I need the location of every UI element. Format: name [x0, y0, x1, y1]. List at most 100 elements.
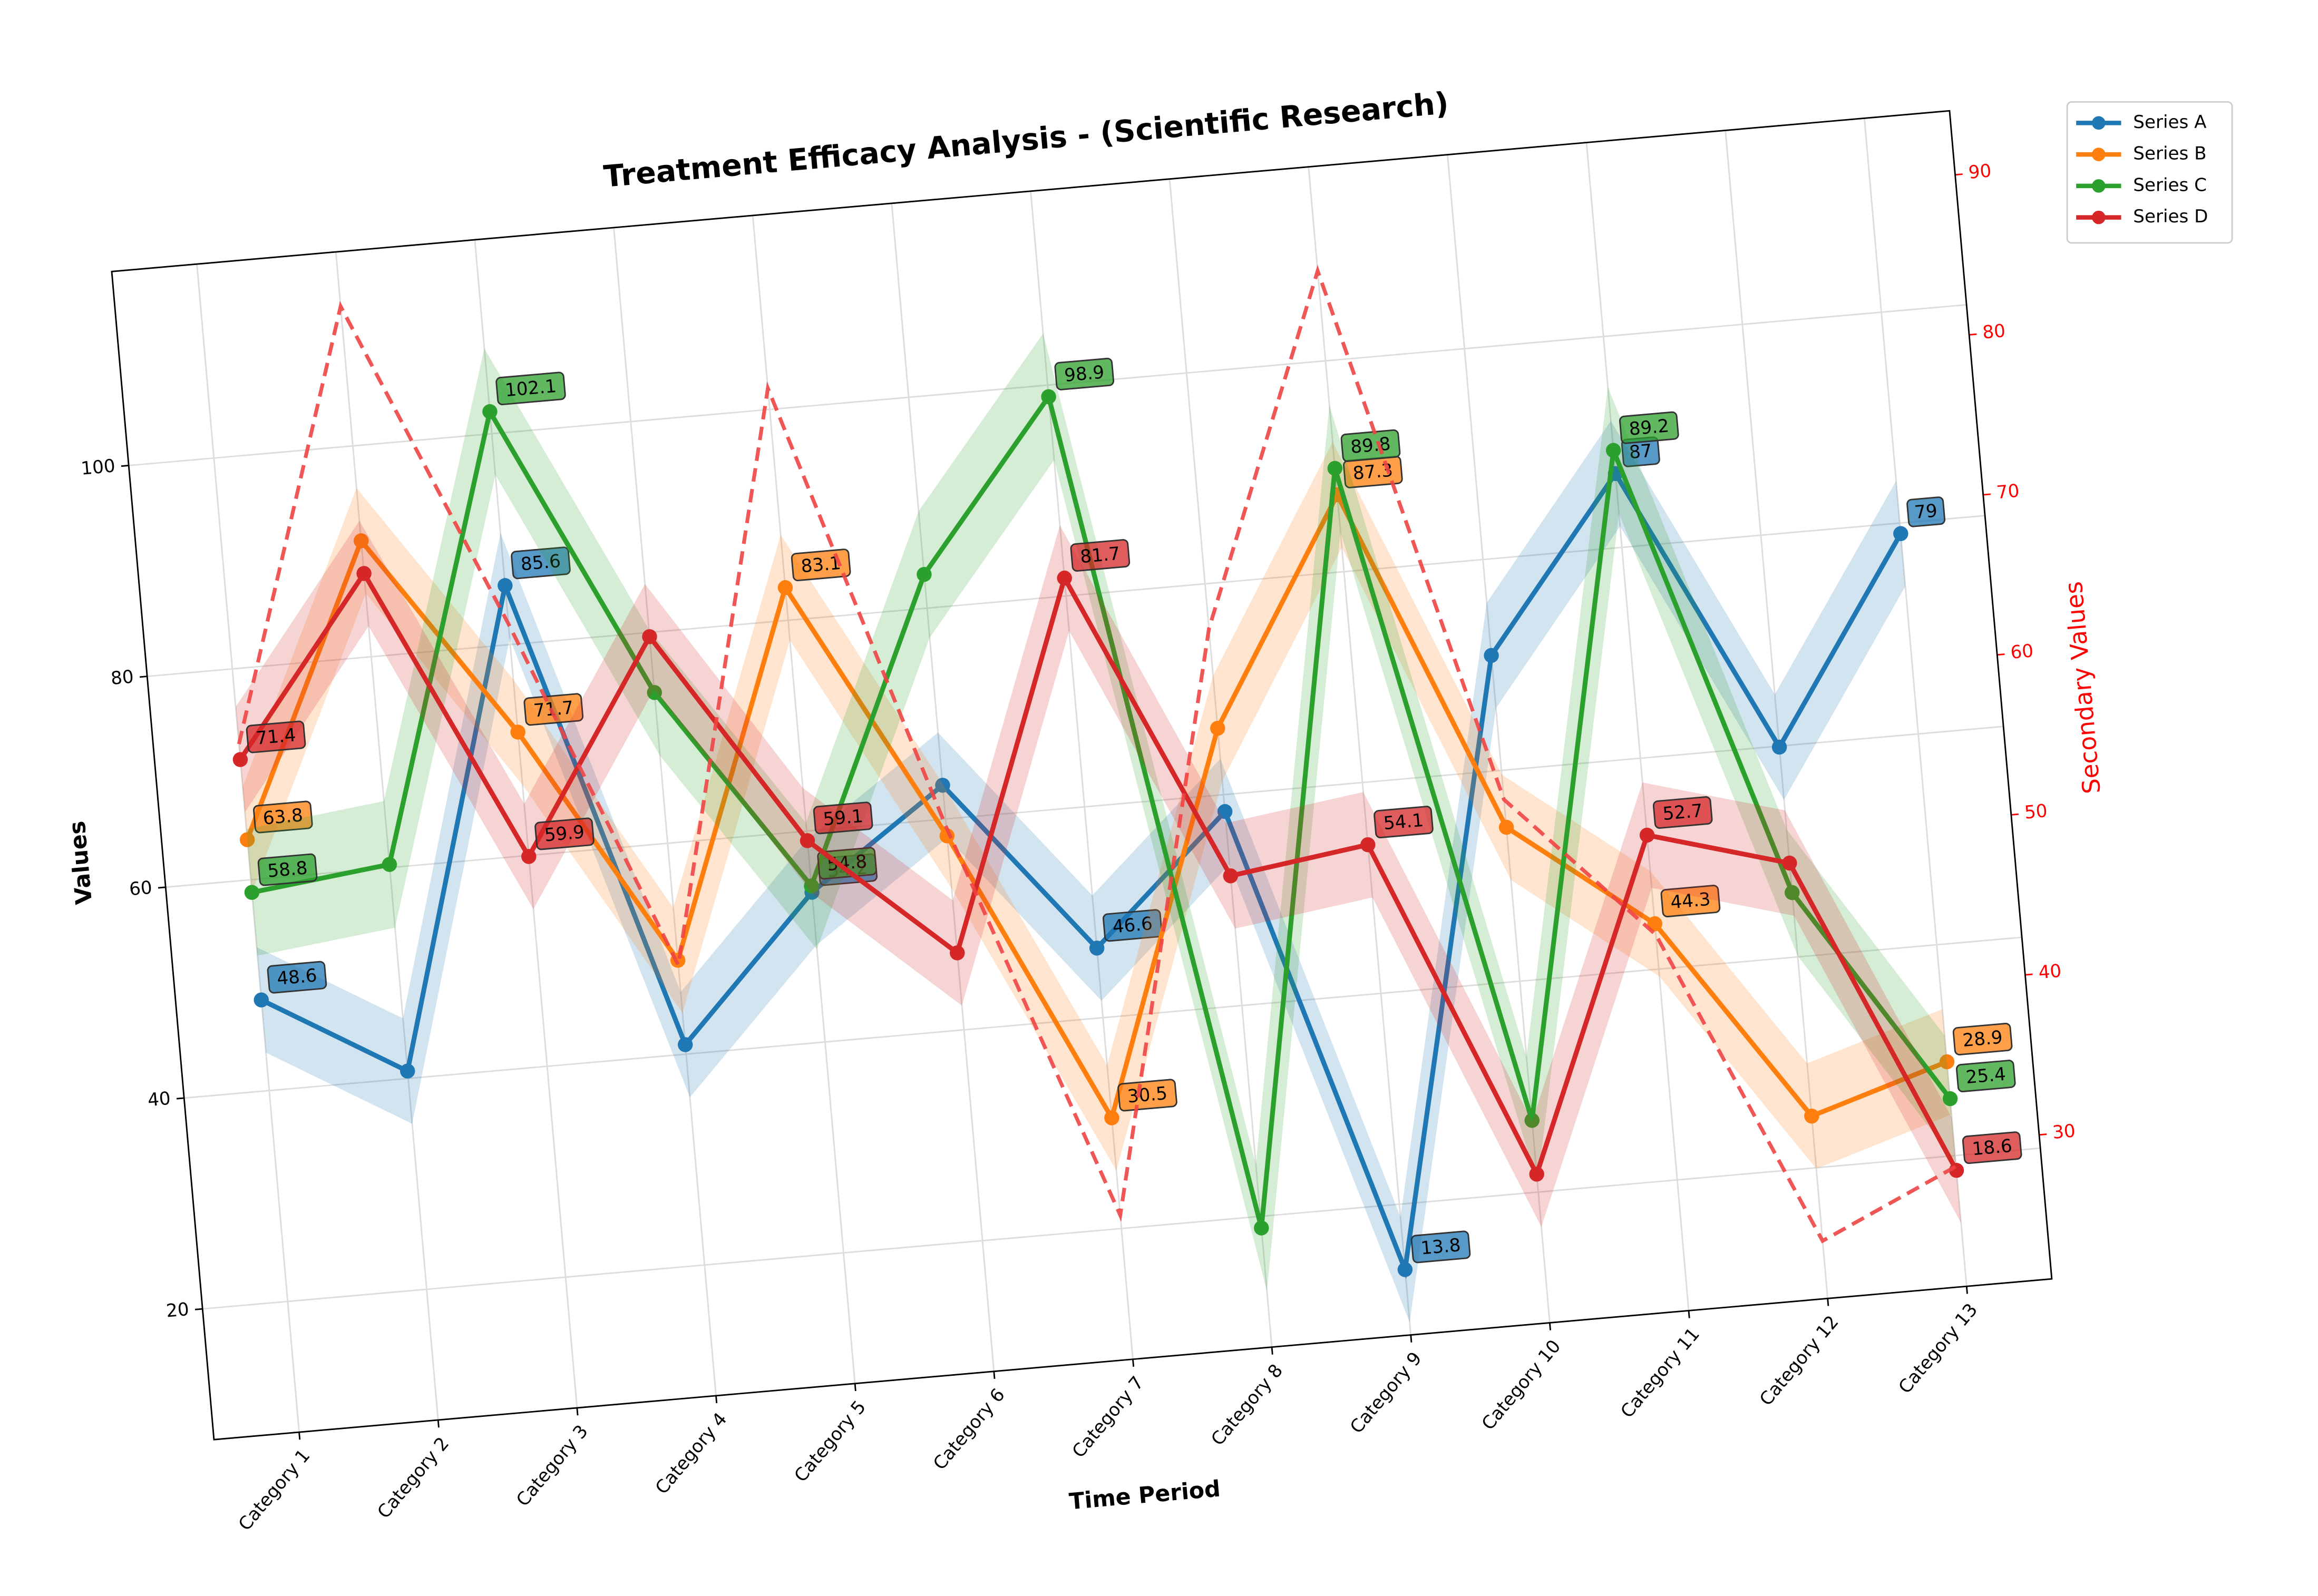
value-label-box: [267, 961, 327, 994]
value-label: 54.1: [1382, 810, 1424, 834]
marker: [950, 945, 965, 961]
value-label-box: [1070, 539, 1131, 572]
marker: [1785, 885, 1800, 900]
value-label-box: [1117, 1079, 1177, 1112]
value-label-box: [813, 801, 873, 835]
x-tick-label: Category 8: [1207, 1360, 1287, 1450]
marker: [498, 578, 513, 593]
error-band: [236, 521, 1961, 1227]
x-tick: [993, 1371, 996, 1379]
marker: [1327, 461, 1343, 476]
legend-marker: [2092, 179, 2106, 193]
value-label-box: [1340, 429, 1401, 462]
value-label-box: [257, 853, 318, 886]
marker: [232, 752, 248, 767]
marker: [254, 992, 269, 1007]
marker: [353, 533, 369, 549]
legend: Series A Series B Series C Series D: [2066, 101, 2233, 244]
value-label-box: [817, 847, 877, 880]
x-tick-label: Category 1: [235, 1445, 315, 1535]
x-tick-label: Category 9: [1346, 1348, 1426, 1437]
y-axis-title: Values: [64, 820, 98, 906]
value-label-box: [1652, 796, 1713, 829]
marker: [382, 857, 397, 872]
value-label: 25.4: [1965, 1064, 2007, 1088]
grid-line: [196, 264, 300, 1433]
grid-line: [752, 215, 856, 1384]
x-tick: [1965, 1286, 1968, 1294]
y2-tick-label: 60: [2010, 640, 2034, 663]
value-label: 46.6: [1112, 913, 1153, 937]
secondary-line: [237, 265, 1957, 1243]
marker: [510, 724, 525, 740]
x-tick-label: Category 10: [1478, 1336, 1565, 1434]
legend-marker: [2092, 148, 2106, 161]
marker: [1397, 1262, 1413, 1277]
grid-line: [335, 252, 439, 1421]
value-label-box: [523, 693, 584, 726]
y-tick-label: 100: [80, 455, 116, 479]
y2-tick-label: 30: [2052, 1120, 2077, 1143]
marker: [917, 566, 932, 582]
value-label: 71.4: [255, 724, 297, 749]
marker: [1041, 389, 1056, 405]
legend-label: Series A: [2133, 112, 2207, 133]
grid-line: [1725, 130, 1829, 1299]
legend-label: Series D: [2133, 206, 2208, 227]
value-label: 81.7: [1079, 543, 1121, 567]
y-tick: [158, 886, 166, 889]
marker: [1639, 827, 1655, 843]
marker: [1771, 739, 1787, 755]
value-label-box: [1952, 1023, 2013, 1055]
y2-tick: [1997, 653, 2005, 656]
value-label-box: [511, 546, 571, 580]
legend-marker: [2092, 116, 2106, 130]
value-label: 28.9: [1962, 1027, 2003, 1051]
marker: [1104, 1110, 1119, 1125]
x-tick-label: Category 4: [651, 1409, 732, 1499]
marker: [1498, 819, 1514, 835]
marker: [1893, 526, 1908, 541]
y2-tick: [2025, 973, 2033, 976]
error-band: [257, 420, 1906, 1323]
value-label: 79: [1914, 501, 1939, 524]
value-label: 59.1: [822, 806, 864, 830]
marker: [1360, 837, 1376, 853]
value-label-box: [495, 371, 566, 406]
x-tick: [437, 1419, 440, 1428]
value-label-box: [246, 720, 306, 753]
error-band: [246, 333, 1956, 1291]
value-label-box: [1054, 357, 1115, 390]
value-label-box: [1410, 1230, 1471, 1264]
value-label: 85.6: [520, 551, 561, 575]
x-tick-label: Category 11: [1616, 1324, 1704, 1422]
value-label: 89.2: [1628, 415, 1670, 439]
marker: [1942, 1091, 1958, 1107]
marker: [1529, 1167, 1544, 1182]
value-label-box: [1374, 806, 1434, 839]
grid-line: [1585, 142, 1690, 1311]
x-tick-label: Category 3: [512, 1421, 592, 1511]
marker: [1647, 916, 1662, 932]
value-label: 59.9: [543, 821, 585, 846]
marker: [1223, 868, 1239, 884]
marker: [1782, 855, 1797, 871]
y2-tick-label: 40: [2038, 961, 2062, 984]
x-tick: [576, 1407, 579, 1416]
marker: [1089, 941, 1105, 956]
value-label-box: [534, 817, 595, 850]
y-tick-label: 60: [129, 877, 153, 900]
y-tick-label: 20: [165, 1299, 190, 1322]
y2-tick: [2011, 813, 2019, 816]
value-label-box: [253, 800, 313, 834]
x-tick-label: Category 13: [1895, 1299, 1982, 1398]
marker: [804, 878, 819, 894]
plot-frame: [111, 110, 2053, 1441]
value-label: 48.6: [276, 965, 318, 989]
marker: [800, 833, 815, 848]
value-label-box: [1906, 496, 1946, 527]
x-tick-label: Category 6: [929, 1385, 1009, 1474]
y-tick-label: 80: [110, 666, 135, 689]
y2-tick: [1969, 333, 1977, 336]
y-tick: [176, 1097, 184, 1100]
